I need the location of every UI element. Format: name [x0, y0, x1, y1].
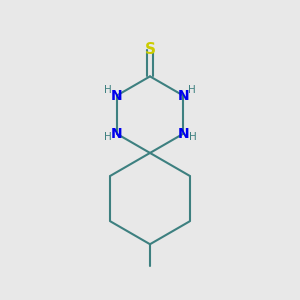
Text: S: S [145, 42, 155, 57]
Text: H: H [103, 132, 111, 142]
Text: H: H [104, 85, 112, 95]
Text: N: N [111, 127, 123, 141]
Text: N: N [177, 88, 189, 103]
Text: N: N [177, 127, 189, 141]
Text: H: H [188, 85, 196, 95]
Text: N: N [111, 88, 123, 103]
Text: H: H [189, 132, 196, 142]
